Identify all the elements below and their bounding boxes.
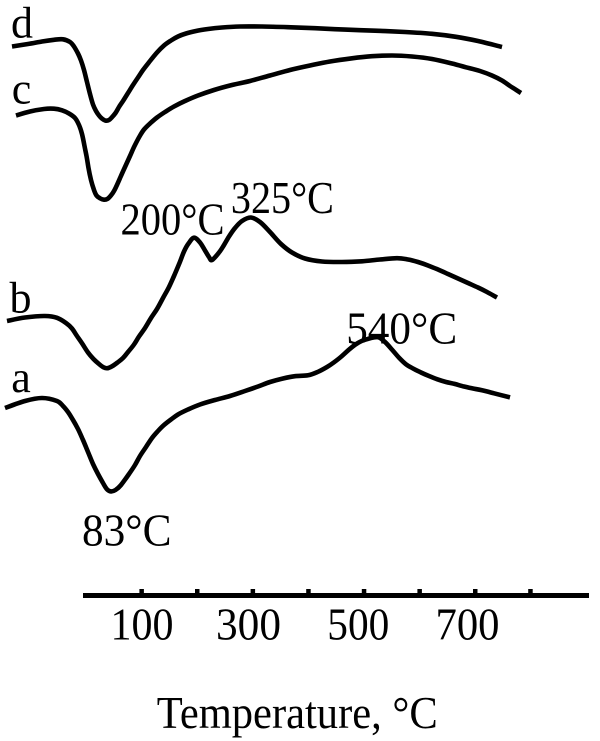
svg-text:b: b bbox=[10, 274, 32, 323]
svg-text:d: d bbox=[11, 0, 33, 48]
svg-text:Temperature, °C: Temperature, °C bbox=[157, 687, 438, 738]
svg-text:200°C: 200°C bbox=[121, 194, 225, 245]
svg-text:700: 700 bbox=[436, 599, 500, 650]
svg-text:83°C: 83°C bbox=[82, 505, 172, 556]
svg-text:540°C: 540°C bbox=[346, 303, 457, 354]
svg-text:300: 300 bbox=[216, 599, 281, 650]
svg-text:500: 500 bbox=[327, 599, 389, 650]
svg-text:325°C: 325°C bbox=[231, 172, 334, 223]
svg-text:100: 100 bbox=[111, 599, 174, 650]
svg-text:c: c bbox=[12, 65, 32, 114]
svg-text:a: a bbox=[11, 353, 31, 402]
